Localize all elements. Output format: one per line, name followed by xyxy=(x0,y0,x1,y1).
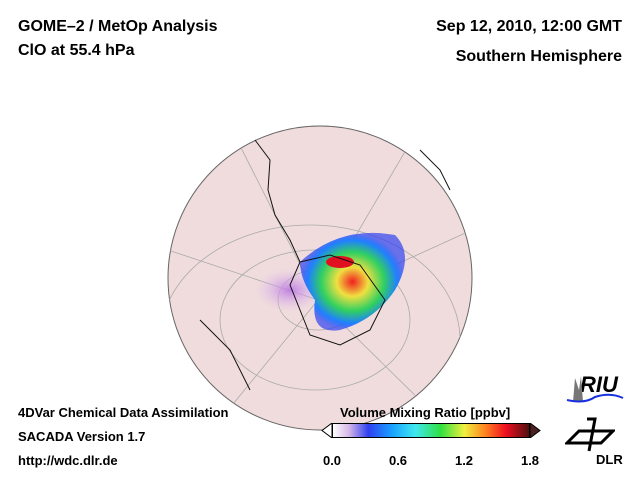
footer-line2: SACADA Version 1.7 xyxy=(18,429,146,444)
colorbar-tick: 0.6 xyxy=(388,453,408,468)
hemisphere: Southern Hemisphere xyxy=(455,48,622,65)
date: Sep 12, 2010, 12:00 GMT xyxy=(436,18,622,35)
colorbar-tick: 0.0 xyxy=(322,453,342,468)
riu-logo-graphic xyxy=(566,376,624,403)
dlr-logo-graphic xyxy=(565,417,615,452)
dlr-logo: DLR xyxy=(596,452,623,467)
colorbar-tick: 1.8 xyxy=(520,453,540,468)
title: GOME–2 / MetOp Analysis xyxy=(18,18,218,35)
riu-logo: RIU xyxy=(580,372,618,397)
coastlines xyxy=(199,139,451,391)
colorbar-tick: 1.2 xyxy=(454,453,474,468)
colorbar-label: Volume Mixing Ratio [ppbv] xyxy=(340,405,511,420)
species-level: ClO at 55.4 hPa xyxy=(18,42,135,59)
colorbar-arrows xyxy=(321,423,541,438)
colorbar xyxy=(332,423,530,438)
footer-line1: 4DVar Chemical Data Assimilation xyxy=(18,405,229,420)
clo-plume xyxy=(255,232,405,331)
footer-url: http://wdc.dlr.de xyxy=(18,453,118,468)
